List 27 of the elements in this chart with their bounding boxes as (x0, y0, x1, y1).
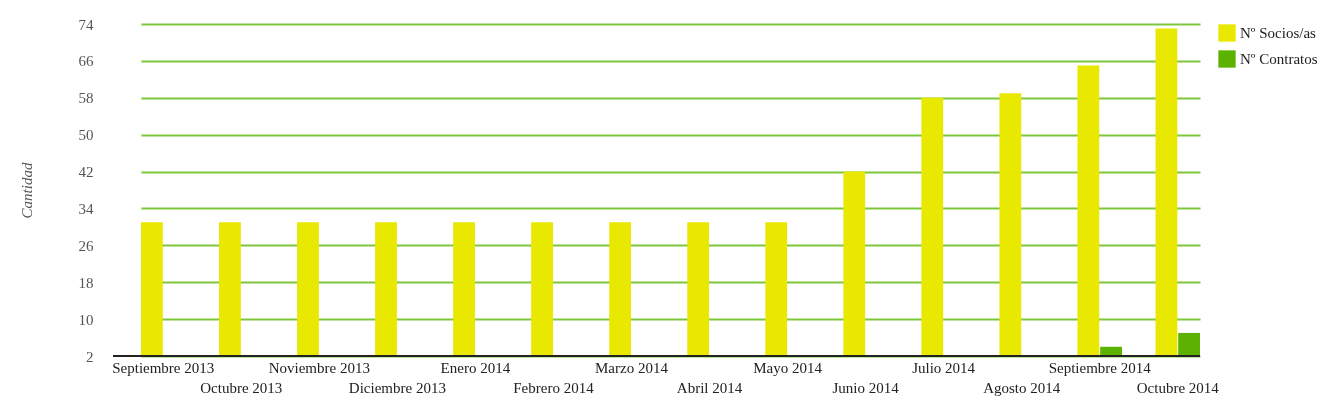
x-tick-label: Julio 2014 (912, 359, 976, 376)
y-tick-label: 50 (78, 127, 94, 144)
x-tick-label: Agosto 2014 (983, 379, 1061, 396)
y-tick-label: 34 (78, 200, 94, 217)
x-tick-label: Abril 2014 (676, 379, 743, 396)
x-tick-label: Enero 2014 (440, 359, 511, 376)
y-tick-label: 18 (78, 274, 94, 291)
x-tick-label: Junio 2014 (832, 379, 900, 396)
x-tick-label: Mayo 2014 (753, 359, 823, 376)
y-tick-label: 66 (78, 53, 94, 70)
x-tick-label: Septiembre 2013 (112, 359, 215, 376)
y-tick-label: 42 (78, 164, 94, 181)
legend-label: Nº Socios/as (1240, 25, 1317, 41)
y-tick-label: 10 (78, 311, 94, 328)
x-tick-label: Septiembre 2014 (1048, 359, 1152, 376)
y-tick-label: 74 (78, 16, 94, 33)
y-tick-label: 58 (78, 90, 94, 107)
x-tick-label: Noviembre 2013 (268, 359, 370, 376)
legend-label: Nº Contratos (1240, 51, 1318, 67)
y-tick-label: 26 (78, 237, 94, 254)
x-tick-label: Octubre 2013 (200, 379, 283, 396)
x-tick-label: Diciembre 2013 (348, 379, 446, 396)
y-tick-label: 2 (86, 348, 94, 365)
x-tick-label: Febrero 2014 (513, 379, 595, 396)
x-tick-label: Octubre 2014 (1136, 379, 1220, 396)
y-axis-title: Cantidad (18, 162, 35, 219)
x-tick-label: Marzo 2014 (595, 359, 669, 376)
